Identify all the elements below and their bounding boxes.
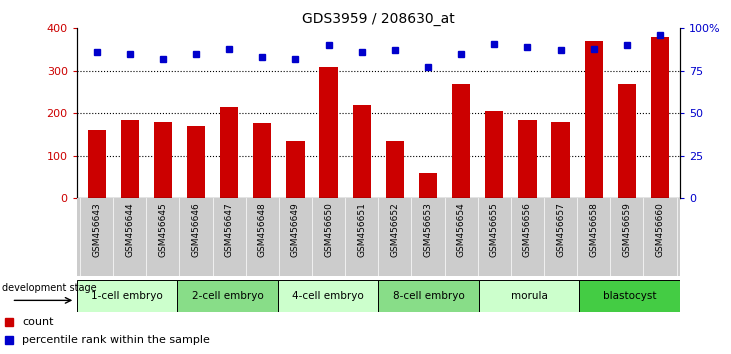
Text: 8-cell embryo: 8-cell embryo	[393, 291, 464, 301]
Bar	[220, 107, 238, 198]
Text: blastocyst: blastocyst	[603, 291, 656, 301]
Bar	[278, 280, 379, 312]
Bar	[580, 280, 680, 312]
Text: 4-cell embryo: 4-cell embryo	[292, 291, 364, 301]
Bar	[319, 67, 338, 198]
Text: GSM456653: GSM456653	[423, 202, 433, 257]
Text: percentile rank within the sample: percentile rank within the sample	[22, 335, 210, 344]
Bar	[618, 84, 636, 198]
Text: GSM456659: GSM456659	[622, 202, 632, 257]
Text: GSM456645: GSM456645	[159, 202, 167, 257]
Text: GSM456650: GSM456650	[324, 202, 333, 257]
Text: GSM456651: GSM456651	[357, 202, 366, 257]
Bar	[379, 280, 479, 312]
Bar	[352, 105, 371, 198]
Text: GSM456649: GSM456649	[291, 202, 300, 257]
Text: 2-cell embryo: 2-cell embryo	[192, 291, 263, 301]
Bar	[77, 280, 178, 312]
Text: GSM456660: GSM456660	[656, 202, 664, 257]
Text: GSM456648: GSM456648	[258, 202, 267, 257]
Bar	[121, 120, 139, 198]
Text: GSM456644: GSM456644	[125, 202, 135, 257]
Text: count: count	[22, 318, 53, 327]
Bar	[651, 37, 669, 198]
Text: GSM456656: GSM456656	[523, 202, 532, 257]
Bar	[551, 122, 569, 198]
Bar	[518, 120, 537, 198]
Text: GSM456657: GSM456657	[556, 202, 565, 257]
Text: GSM456647: GSM456647	[224, 202, 234, 257]
Bar	[187, 126, 205, 198]
Bar	[178, 280, 278, 312]
Bar	[253, 122, 271, 198]
Text: development stage: development stage	[1, 282, 96, 293]
Bar	[485, 111, 504, 198]
Text: 1-cell embryo: 1-cell embryo	[91, 291, 163, 301]
Bar	[287, 141, 305, 198]
Text: GSM456652: GSM456652	[390, 202, 399, 257]
Bar	[88, 130, 106, 198]
Title: GDS3959 / 208630_at: GDS3959 / 208630_at	[302, 12, 455, 26]
Bar	[386, 141, 404, 198]
Bar	[479, 280, 580, 312]
Text: GSM456646: GSM456646	[192, 202, 200, 257]
Bar	[419, 173, 437, 198]
Text: GSM456655: GSM456655	[490, 202, 499, 257]
Text: GSM456654: GSM456654	[457, 202, 466, 257]
Bar	[585, 41, 603, 198]
Bar	[154, 122, 172, 198]
Bar	[452, 84, 470, 198]
Text: GSM456643: GSM456643	[92, 202, 101, 257]
Text: GSM456658: GSM456658	[589, 202, 598, 257]
Text: morula: morula	[511, 291, 548, 301]
